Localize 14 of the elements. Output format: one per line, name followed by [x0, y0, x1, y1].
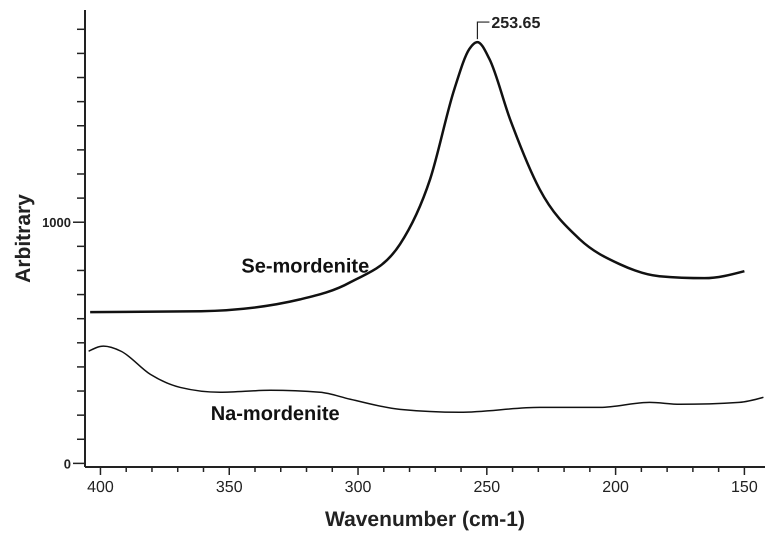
y-tick-label: 1000: [42, 215, 71, 230]
y-axis-title: Arbitrary: [12, 194, 35, 283]
y-tick-label: 0: [64, 456, 71, 472]
x-tick-label: 400: [87, 479, 114, 496]
x-tick-label: 200: [602, 479, 630, 496]
line-series: [88, 40, 746, 314]
x-tick-label: 300: [344, 479, 372, 496]
x-tick-label: 150: [731, 479, 758, 496]
x-tick-label: 250: [473, 479, 500, 496]
x-axis-title: Wavenumber (cm-1): [325, 508, 525, 531]
series-label: Na-mordenite: [210, 403, 340, 426]
series-label: Se-mordenite: [241, 255, 370, 278]
x-tick-label: 350: [216, 479, 243, 496]
annotation: 253.65: [491, 15, 540, 32]
